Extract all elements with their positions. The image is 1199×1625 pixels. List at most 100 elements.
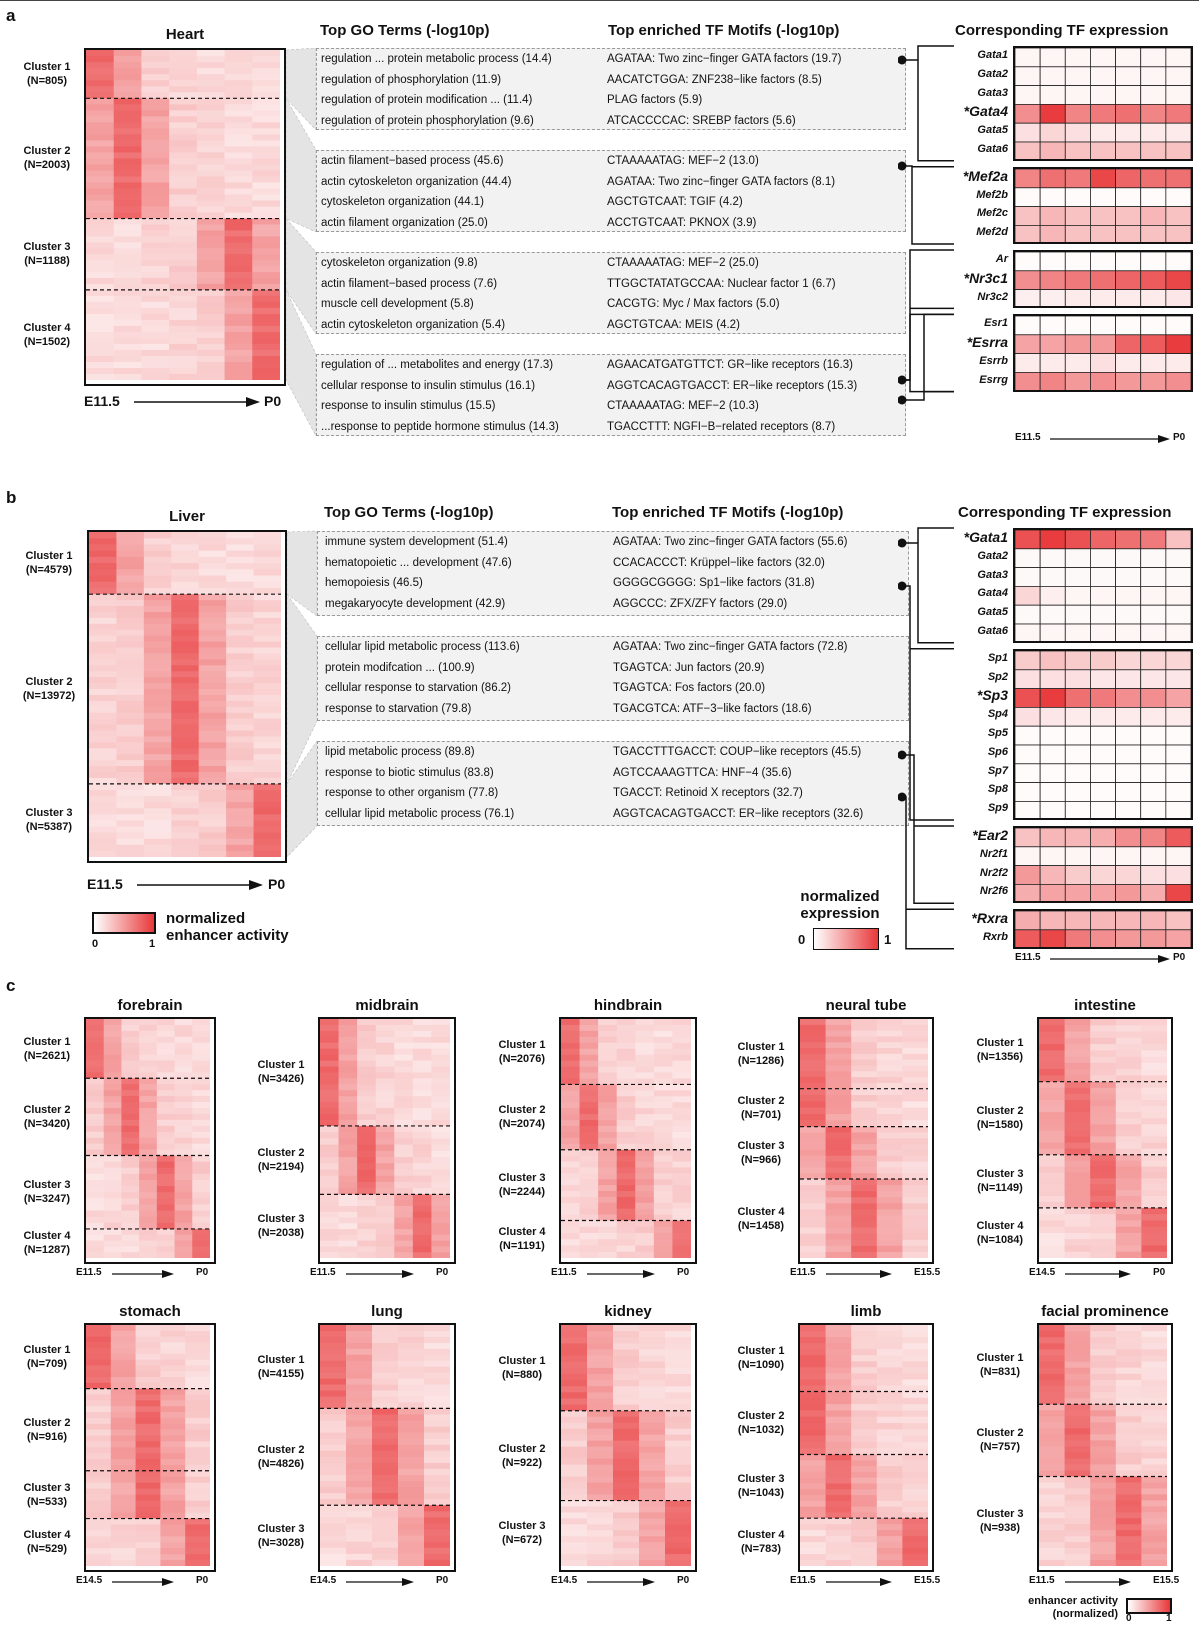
tf-expression-cell — [1140, 85, 1167, 105]
heatmap-cell — [160, 1353, 186, 1361]
heatmap-cell — [252, 301, 280, 309]
heatmap-cell — [800, 1495, 827, 1502]
heatmap-cell — [1090, 1093, 1117, 1101]
heatmap-cell — [86, 1161, 105, 1169]
heatmap-cell — [1115, 1196, 1142, 1203]
heatmap-cell — [253, 814, 281, 821]
tf-expression-cell — [1064, 706, 1091, 727]
heatmap-cell — [113, 212, 142, 220]
heatmap-cell — [196, 289, 226, 297]
heatmap-cell — [103, 1167, 122, 1175]
heatmap-cell — [825, 1065, 852, 1072]
heatmap-cell — [825, 1385, 852, 1393]
heatmap-cell — [431, 1211, 450, 1219]
heatmap-cell — [372, 1336, 399, 1344]
heatmap-cell — [226, 766, 255, 773]
heatmap-cell — [1090, 1166, 1117, 1173]
heatmap-cell — [579, 1173, 599, 1180]
heatmap-cell — [252, 295, 280, 303]
tf-expression-cell — [1165, 205, 1192, 226]
heatmap-cell — [185, 1494, 210, 1502]
heatmap-cell — [665, 1331, 691, 1338]
heart-tf-header: Top enriched TF Motifs (-log10p) — [608, 22, 840, 39]
heatmap-cell — [598, 1072, 618, 1079]
heatmap-cell — [800, 1197, 827, 1204]
heatmap-cell — [171, 808, 200, 815]
heatmap-cell — [375, 1060, 395, 1068]
heatmap-cell — [156, 1149, 176, 1157]
heatmap-cell — [1141, 1361, 1167, 1369]
heatmap-cell — [156, 1198, 176, 1205]
tf-expression-cell — [1014, 529, 1041, 550]
heatmap-cell — [398, 1372, 425, 1380]
heatmap-cell — [103, 1113, 122, 1121]
expr-colorbar — [813, 928, 879, 950]
heatmap-cell — [1115, 1506, 1142, 1513]
heatmap-cell — [1090, 1410, 1117, 1417]
heatmap-cell — [196, 104, 226, 111]
heatmap-cell — [86, 110, 115, 117]
heatmap-cell — [1115, 1069, 1142, 1076]
heatmap-cell — [346, 1348, 373, 1356]
heatmap-cell — [226, 600, 255, 607]
heatmap-cell — [357, 1223, 377, 1230]
heatmap-cell — [587, 1512, 614, 1519]
heatmap-cell — [338, 1234, 358, 1242]
heatmap-cell — [587, 1452, 614, 1460]
heatmap-cell — [346, 1414, 373, 1421]
heatmap-cell — [579, 1019, 599, 1026]
tf-expression-cell — [1039, 865, 1066, 885]
heatmap-cell — [252, 140, 280, 147]
heatmap-canvas — [1039, 1325, 1167, 1566]
heatmap-cell — [1039, 1130, 1066, 1137]
heatmap-cell — [103, 1155, 122, 1163]
heatmap-cell — [579, 1060, 599, 1068]
heatmap-cell — [394, 1234, 414, 1242]
heatmap-cell — [357, 1240, 377, 1247]
tf-motif: CTAAAAATAG: MEF−2 (10.3) — [607, 400, 759, 412]
tf-expression-cell — [1014, 800, 1041, 821]
heatmap-cell — [160, 1435, 186, 1442]
heatmap-cell — [141, 134, 170, 141]
heatmap-cell — [192, 1036, 210, 1044]
heatmap-cell — [143, 563, 172, 570]
heatmap-cell — [171, 748, 200, 755]
heatmap-cell — [1064, 1422, 1091, 1429]
heatmap-cell — [346, 1517, 373, 1524]
heatmap-cell — [876, 1355, 903, 1362]
heatmap-cell — [561, 1410, 588, 1418]
cluster-label: Cluster 4 (N=1287) — [12, 1229, 82, 1257]
heatmap-cell — [89, 659, 117, 666]
tf-expression-cell — [1064, 929, 1091, 950]
heatmap-cell — [338, 1157, 358, 1164]
heatmap-cell — [196, 86, 226, 93]
heatmap-cell — [196, 212, 226, 220]
heatmap-cell — [139, 1216, 158, 1224]
heatmap-cell — [635, 1239, 655, 1246]
heatmap-cell — [121, 1107, 140, 1115]
heatmap-cell — [561, 1367, 588, 1375]
heatmap-cell — [561, 1232, 581, 1240]
heatmap-cell — [431, 1240, 450, 1247]
heatmap-cell — [876, 1331, 903, 1338]
heatmap-cell — [86, 1102, 105, 1109]
tf-expression-cell — [1039, 353, 1066, 374]
heatmap-cell — [135, 1548, 161, 1555]
cluster-name: Cluster 1 — [23, 1343, 71, 1356]
liver-expr-header: Corresponding TF expression — [958, 504, 1172, 521]
heatmap-cell — [1141, 1214, 1167, 1221]
heatmap-cell — [825, 1466, 852, 1473]
heatmap-cell — [169, 266, 198, 273]
expr-colorbar-min: 0 — [798, 932, 806, 947]
heatmap-cell — [851, 1245, 878, 1253]
heatmap-cell — [375, 1188, 395, 1195]
heatmap-cell — [135, 1488, 161, 1496]
heatmap-cell — [1115, 1470, 1142, 1478]
heatmap-cell — [561, 1078, 581, 1085]
tf-gene-name: Rxrb — [982, 931, 1008, 943]
tf-expression-cell — [1115, 187, 1142, 207]
heatmap-cell — [372, 1354, 399, 1362]
heatmap-cell — [800, 1460, 827, 1467]
heatmap-cell — [1064, 1075, 1091, 1083]
heatmap-cell — [171, 789, 200, 797]
